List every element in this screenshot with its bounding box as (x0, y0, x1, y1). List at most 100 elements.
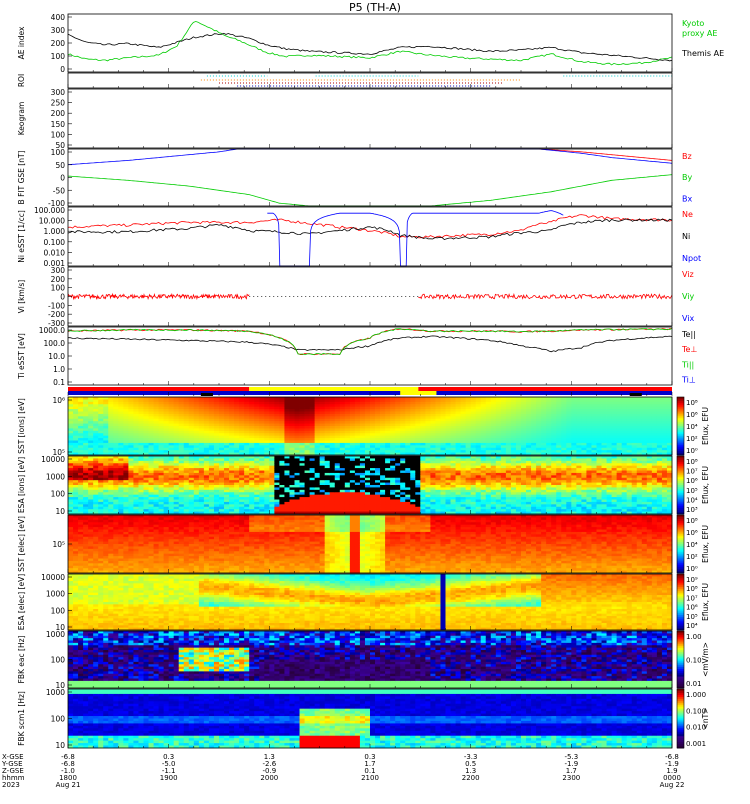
heatmap-cells-sst_ion (68, 397, 672, 455)
time-axis-row-label: 2023 (2, 781, 20, 789)
y-axis-label: Ti eSST [eV] (17, 333, 26, 380)
y-tick-label: 0 (60, 65, 65, 74)
y-axis-label: ROI (17, 74, 26, 87)
y-tick-label: 100 (51, 148, 66, 157)
y-tick-label: 0 (60, 174, 65, 183)
y-axis-label: ESA [ions] [eV] (17, 457, 26, 513)
colorbar-tick: 10⁶ (686, 411, 698, 419)
y-tick-label: 10.0 (48, 352, 65, 361)
series-line-bfit-1 (68, 175, 672, 206)
y-axis-label: SST [ions] [eV] (17, 398, 26, 454)
colorbar-tick: 0.10 (686, 657, 702, 665)
colorbar-tick: 0.01 (686, 680, 702, 688)
panel-ae (68, 14, 672, 72)
y-tick-label: 400 (51, 13, 66, 22)
y-axis-label: FBK eac [Hz] (17, 635, 26, 683)
legend-label: Ne (682, 210, 693, 219)
colorbar-esa_elec (677, 574, 684, 631)
panel-fbk_b (68, 689, 684, 749)
legend-label: Bx (682, 194, 692, 203)
y-tick-label: 200 (51, 109, 66, 118)
y-tick-label: 100 (51, 656, 66, 665)
y-tick-label: 10⁵ (52, 540, 65, 549)
panel-sst_ion (68, 397, 684, 456)
series-line-ae-0 (68, 22, 672, 65)
time-tick-label: 2300 (562, 774, 580, 782)
legend-label: Vix (682, 314, 695, 323)
panel-velocity (68, 267, 672, 326)
y-tick-label: -100 (48, 301, 65, 310)
panel-temperature (68, 327, 672, 385)
colorbar-tick: 10⁵ (686, 487, 698, 495)
series-line-bfit-2 (68, 149, 672, 165)
colorbar-tick: 10⁴ (686, 423, 698, 431)
y-tick-label: 100 (51, 284, 66, 293)
y-tick-label: 50 (55, 161, 65, 170)
date-label: Aug 21 (56, 781, 81, 789)
colorbar-tick: 10⁷ (686, 468, 698, 476)
colorbar-label: <mV/m> (701, 642, 710, 677)
colorbar-label: <nT> (701, 708, 710, 730)
plot-title: P5 (TH-A) (349, 1, 401, 14)
colorbar-tick: 10⁰ (686, 565, 698, 573)
date-label: Aug 22 (660, 781, 685, 789)
colorbar-tick: 10⁹ (686, 576, 698, 584)
y-tick-label: 1000 (46, 590, 65, 599)
y-tick-label: 100.0 (44, 339, 66, 348)
y-tick-label: 10 (55, 741, 65, 750)
y-tick-label: 10 (55, 507, 65, 516)
colorbar-label: Eflux, EFU (701, 525, 710, 563)
colorbar-tick: 10⁴ (686, 622, 698, 630)
time-tick-label: 1900 (160, 774, 178, 782)
colorbar-label: Eflux, EFU (701, 407, 710, 445)
y-tick-label: 300 (51, 266, 66, 275)
panel-sst_elec (68, 515, 684, 574)
legend-label: Ni (682, 232, 690, 241)
legend-label: By (682, 173, 692, 182)
colorbar-tick: 10⁴ (686, 541, 698, 549)
colorbar-tick: 10⁰ (686, 447, 698, 455)
y-tick-label: 0.010 (44, 248, 66, 257)
y-tick-label: -200 (48, 310, 65, 319)
colorbar-sst_elec (677, 515, 684, 574)
colorbar-tick: 1.000 (686, 691, 706, 699)
y-tick-label: 300 (51, 26, 66, 35)
panel-esa_elec (68, 574, 684, 631)
heatmap-cells-esa_ion (68, 456, 672, 514)
y-tick-label: 10000 (41, 573, 65, 582)
y-tick-label: -50 (53, 186, 65, 195)
y-axis-label: SST [elec] [eV] (17, 516, 26, 572)
heatmap-cells-sst_elec (68, 515, 672, 573)
legend-label: proxy AE (682, 29, 717, 38)
colorbar-label: Eflux, EFU (701, 466, 710, 504)
y-tick-label: 100 (51, 606, 66, 615)
colorbar-tick: 10⁴ (686, 496, 698, 504)
series-line-density-0 (68, 215, 672, 238)
y-tick-label: 1.000 (44, 227, 66, 236)
panel-esa_ion (68, 456, 684, 515)
series-line-temperature-1 (68, 329, 672, 355)
panel-keogram (68, 89, 672, 148)
legend-label: Viy (682, 292, 695, 301)
colorbar-tick: 10⁶ (686, 529, 698, 537)
colorbar-tick: 10⁸ (686, 458, 698, 466)
heatmap-cells-fbk_e (68, 631, 672, 688)
series-line-temperature-2 (68, 328, 672, 354)
y-axis-label: B FIT GSE [nT] (17, 150, 26, 204)
y-axis-label: ESA [elec] [eV] (17, 574, 26, 630)
y-tick-label: 1000 (46, 630, 65, 639)
y-tick-label: 1000 (46, 688, 65, 697)
y-tick-label: 0.100 (44, 238, 66, 247)
panel-density (68, 207, 672, 266)
legend-label: Te⊥ (681, 345, 697, 354)
y-tick-label: 300 (51, 88, 66, 97)
series-line-ae-1 (68, 33, 672, 61)
y-tick-label: 150 (51, 120, 66, 129)
legend-label: Ti⊥ (681, 376, 696, 385)
legend-label: Bz (682, 152, 692, 161)
y-tick-label: 0 (60, 293, 65, 302)
y-tick-label: 1.0 (53, 365, 65, 374)
panel-roi (68, 73, 672, 88)
